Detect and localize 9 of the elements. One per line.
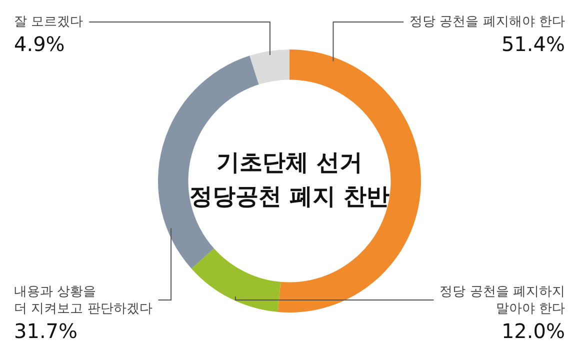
text: 기초단체 선거 정당공천 폐지 찬반 [189, 150, 390, 210]
data-label: 31.7% [14, 319, 78, 344]
slice-label: 정당 공천을 폐지해야 한다 [410, 14, 565, 30]
data-label: 12.0% [501, 319, 565, 344]
slice-label: 정당 공천을 폐지하지 말아야 한다 [440, 284, 565, 316]
slice-label: 내용과 상황을 더 지켜보고 판단하겠다 [14, 284, 152, 316]
data-label: 4.9% [14, 32, 65, 56]
data-label: 51.4% [501, 32, 565, 56]
slice-label: 잘 모르겠다 [14, 14, 84, 30]
